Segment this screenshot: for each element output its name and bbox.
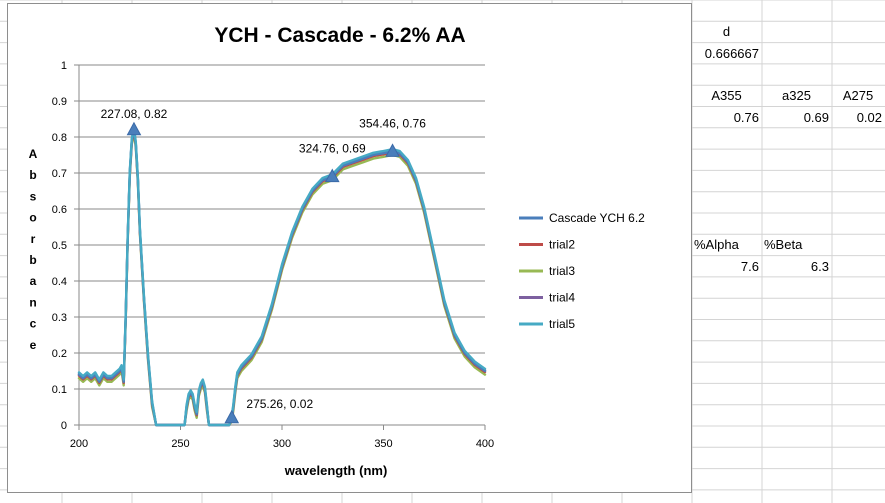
cell-a275-label[interactable]: A275 — [842, 88, 874, 104]
plot-series — [77, 126, 487, 427]
cell-d-label[interactable]: d — [722, 24, 731, 40]
data-label: 324.76, 0.69 — [299, 142, 366, 156]
legend-entry[interactable]: Cascade YCH 6.2 — [549, 211, 645, 225]
marker-triangle[interactable] — [324, 168, 340, 183]
y-tick-label: 0.2 — [52, 348, 67, 360]
y-tick-label: 0.8 — [52, 132, 67, 144]
y-tick-label: 0.9 — [52, 96, 67, 108]
legend-entry[interactable]: trial4 — [549, 291, 575, 305]
x-tick-label: 250 — [171, 438, 189, 450]
cell-a355-value[interactable]: 0.76 — [733, 109, 759, 125]
data-label: 227.08, 0.82 — [101, 107, 168, 121]
cell-a275-value[interactable]: 0.02 — [856, 109, 882, 125]
series-line-trial2[interactable] — [77, 129, 487, 427]
y-tick-label: 0.3 — [52, 312, 67, 324]
legend-entry[interactable]: trial3 — [549, 264, 575, 278]
tick-labels: 0 0.1 0.2 0.3 0.4 0.5 0.6 0.7 0.8 0.9 1 200 250 300 35… — [52, 60, 494, 450]
data-label: 354.46, 0.76 — [359, 116, 426, 130]
x-axis-label: wavelength (nm) — [284, 463, 388, 478]
cell-a325-label[interactable]: a325 — [782, 88, 811, 104]
cell-d-value[interactable]: 0.666667 — [704, 45, 759, 61]
x-tick-label: 300 — [273, 438, 291, 450]
x-tick-label: 400 — [476, 438, 494, 450]
marker-triangle[interactable] — [224, 409, 240, 424]
series-line-trial5[interactable] — [77, 126, 487, 427]
x-tick-label: 200 — [70, 438, 88, 450]
legend-entry[interactable]: trial5 — [549, 317, 575, 331]
gridlines — [79, 64, 485, 390]
chart-title: YCH - Cascade - 6.2% AA — [214, 24, 465, 47]
y-tick-label: 0.1 — [52, 384, 67, 396]
cell-alpha-label[interactable]: %Alpha — [694, 237, 739, 253]
x-tick-label: 350 — [374, 438, 392, 450]
cell-beta-value[interactable]: 6.3 — [810, 258, 829, 274]
y-tick-label: 0 — [61, 420, 67, 432]
legend[interactable]: Cascade YCH 6.2 trial2 trial3 trial4 trial5 — [519, 211, 645, 331]
y-tick-label: 0.6 — [52, 204, 67, 216]
absorbance-chart: YCH - Cascade - 6.2% AA wavelength (nm) … — [29, 24, 645, 478]
chart-area[interactable]: YCH - Cascade - 6.2% AA wavelength (nm) … — [7, 3, 692, 493]
cell-alpha-value[interactable]: 7.6 — [740, 258, 759, 274]
series-line-trial3[interactable] — [77, 132, 487, 427]
cell-beta-label[interactable]: %Beta — [764, 237, 803, 253]
y-tick-label: 0.4 — [52, 276, 67, 288]
series-line-cascade-ych-6-2[interactable] — [77, 128, 487, 427]
cell-a355-label[interactable]: A355 — [711, 88, 742, 104]
data-label: 275.26, 0.02 — [246, 397, 313, 411]
data-markers: 227.08, 0.82 324.76, 0.69 354.46, 0.76 275.… — [101, 107, 426, 424]
legend-entry[interactable]: trial2 — [549, 238, 575, 252]
marker-triangle[interactable] — [385, 143, 400, 157]
cell-a325-value[interactable]: 0.69 — [803, 109, 829, 125]
y-tick-label: 0.5 — [52, 240, 67, 252]
y-tick-label: 1 — [61, 60, 67, 72]
y-tick-label: 0.7 — [52, 168, 67, 180]
marker-triangle[interactable] — [126, 121, 142, 136]
